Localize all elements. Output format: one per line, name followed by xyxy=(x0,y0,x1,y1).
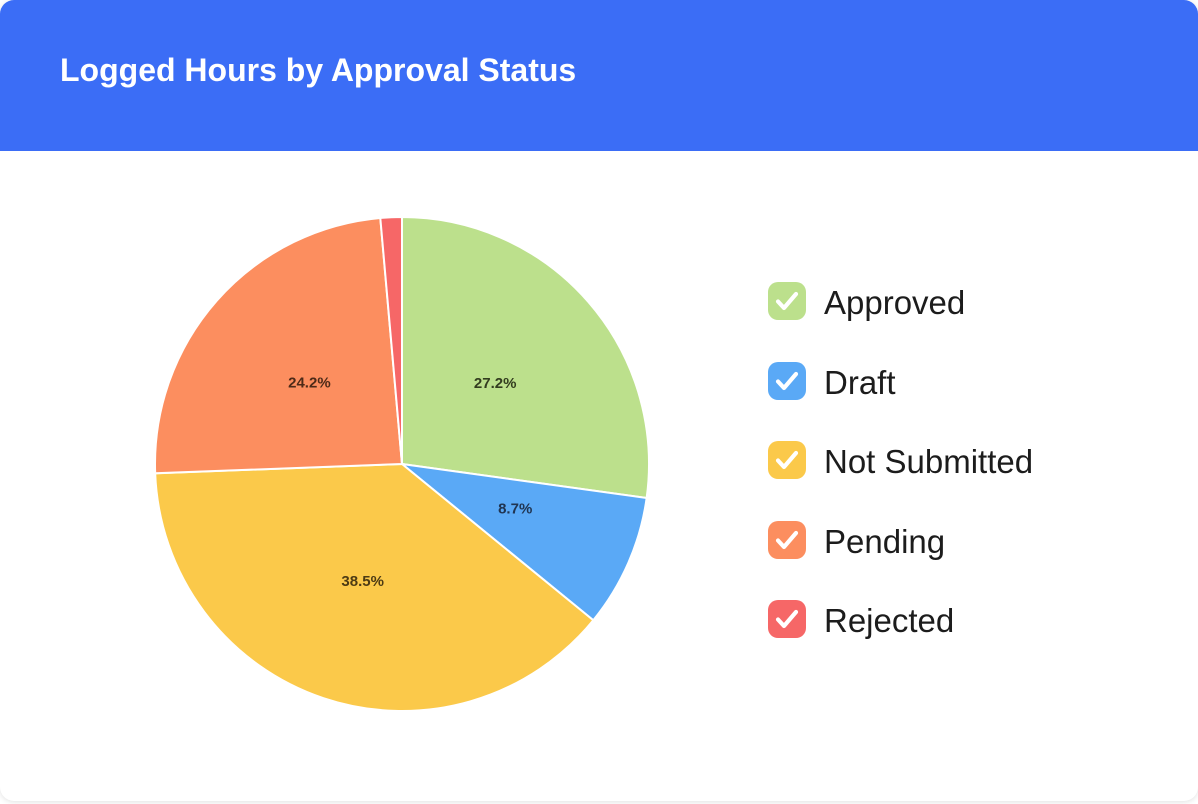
svg-text:8.7%: 8.7% xyxy=(498,500,532,517)
svg-text:27.2%: 27.2% xyxy=(474,375,517,392)
svg-text:38.5%: 38.5% xyxy=(341,573,384,590)
svg-text:24.2%: 24.2% xyxy=(288,374,331,391)
